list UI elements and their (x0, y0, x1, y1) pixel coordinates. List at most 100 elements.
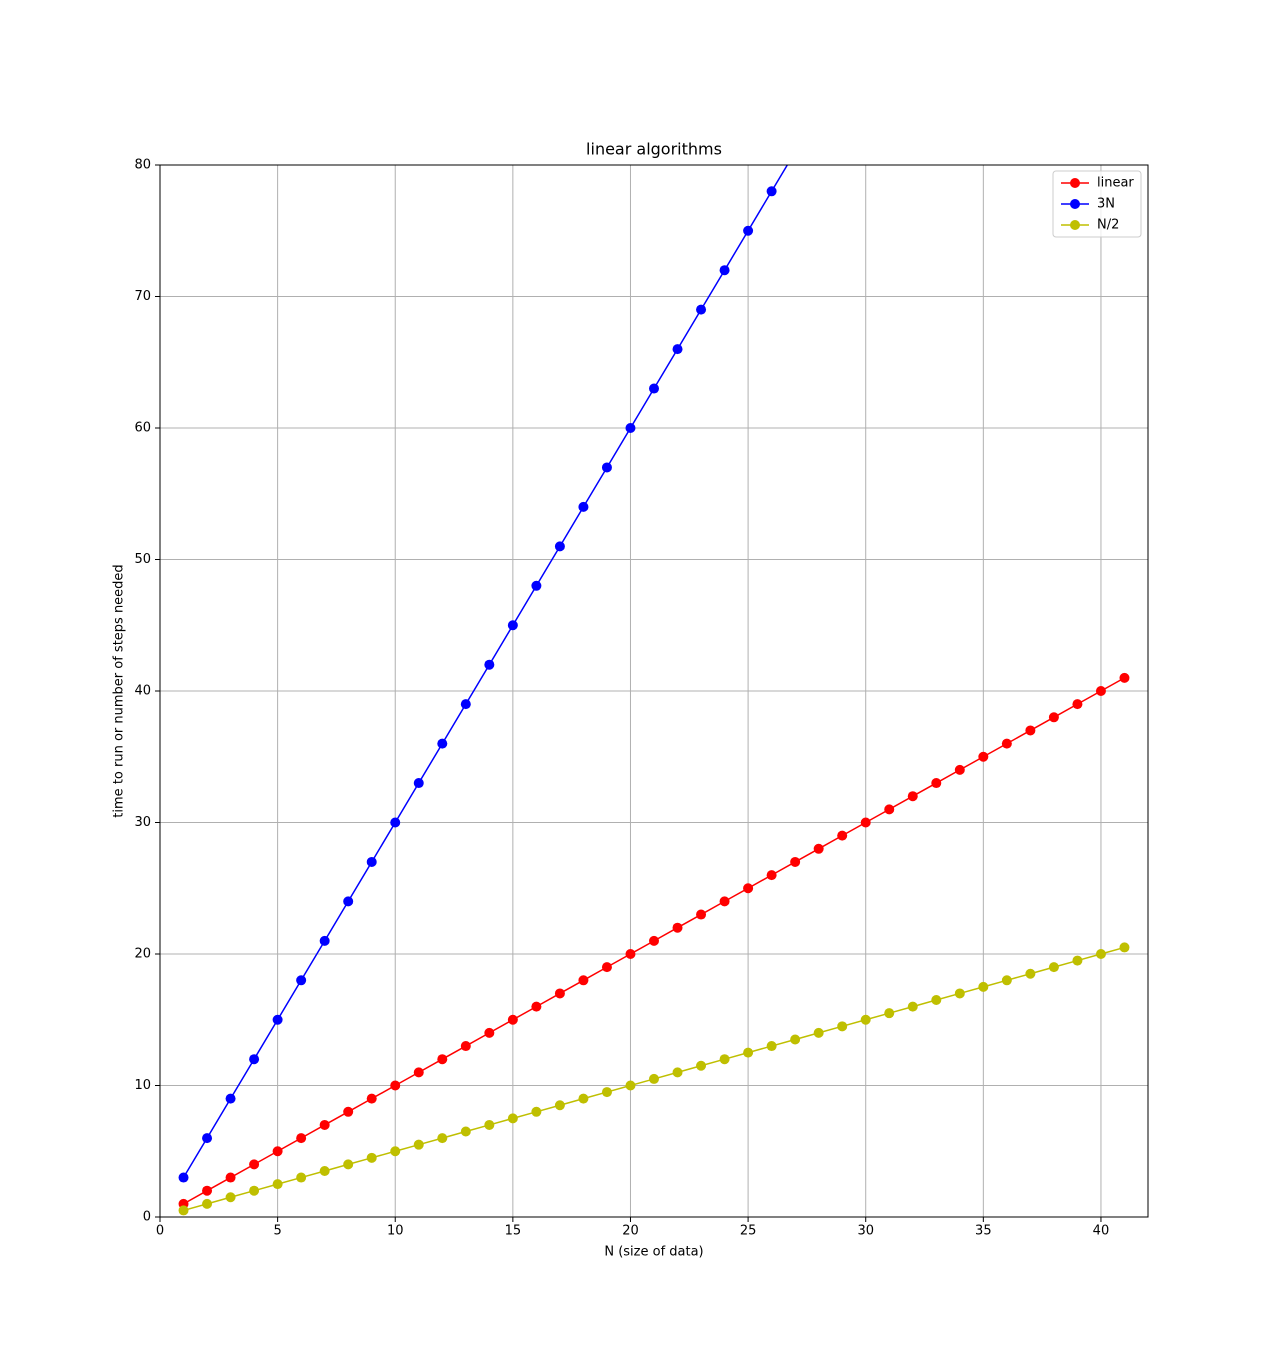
y-tick-label: 30 (134, 815, 151, 830)
marker (1119, 942, 1130, 953)
marker (225, 1192, 236, 1203)
marker (601, 1087, 612, 1098)
marker (1072, 955, 1083, 966)
marker (272, 1014, 283, 1025)
marker (625, 423, 636, 433)
marker (907, 791, 918, 802)
marker (790, 856, 801, 867)
marker (578, 975, 589, 986)
plot-area (178, 165, 1130, 1216)
marker (837, 1021, 848, 1032)
marker (531, 1001, 542, 1012)
marker (484, 659, 495, 670)
marker (978, 981, 989, 992)
marker (178, 1172, 189, 1183)
y-tick-label: 50 (134, 552, 151, 567)
y-tick-label: 0 (143, 1210, 151, 1225)
marker (319, 1119, 330, 1130)
marker (178, 1205, 189, 1216)
y-tick-label: 60 (134, 421, 151, 436)
marker (225, 1093, 236, 1104)
marker (319, 1165, 330, 1176)
y-tick-label: 70 (134, 289, 151, 304)
legend-label: linear (1097, 176, 1134, 191)
legend-marker (1070, 178, 1080, 188)
marker (649, 935, 659, 946)
marker (460, 1126, 471, 1137)
marker (507, 1113, 518, 1124)
marker (696, 304, 707, 315)
x-tick-label: 0 (156, 1224, 164, 1239)
x-tick-label: 20 (622, 1224, 639, 1239)
marker (554, 988, 565, 999)
marker (649, 383, 659, 394)
marker (437, 1054, 448, 1065)
marker (366, 1093, 377, 1104)
y-tick-label: 80 (134, 158, 151, 173)
marker (249, 1159, 260, 1170)
marker (531, 1106, 542, 1117)
marker (837, 830, 848, 841)
marker (296, 975, 307, 986)
marker (202, 1133, 213, 1144)
axes: 0 5 10 15 20 25 30 35 40 0 10 20 30 40 50 60 70 80 (134, 158, 1109, 1239)
marker (390, 817, 401, 828)
x-tick-label: 15 (505, 1224, 522, 1239)
y-tick-label: 20 (134, 947, 151, 962)
marker (766, 186, 777, 197)
marker (437, 738, 448, 749)
marker (507, 620, 518, 631)
marker (978, 751, 989, 762)
marker (931, 995, 942, 1006)
x-tick-label: 40 (1093, 1224, 1110, 1239)
marker (601, 462, 612, 473)
marker (954, 988, 965, 999)
x-tick-label: 30 (857, 1224, 874, 1239)
marker (507, 1014, 518, 1025)
marker (390, 1080, 401, 1091)
marker (202, 1198, 213, 1209)
legend-label: 3N (1097, 197, 1115, 212)
marker (672, 1067, 683, 1078)
marker (554, 541, 565, 552)
legend-label: N/2 (1097, 218, 1119, 233)
y-axis-label: time to run or number of steps needed (112, 564, 127, 817)
marker (460, 1041, 471, 1052)
x-tick-label: 35 (975, 1224, 992, 1239)
marker (437, 1133, 448, 1144)
marker (719, 265, 730, 276)
x-axis-label: N (size of data) (604, 1245, 703, 1260)
marker (696, 909, 707, 920)
marker (249, 1054, 260, 1065)
marker (1025, 725, 1036, 736)
legend: linear 3N N/2 (1052, 170, 1142, 238)
marker (1048, 962, 1059, 973)
marker (484, 1027, 495, 1038)
marker (343, 1106, 354, 1117)
marker (601, 962, 612, 973)
x-tick-label: 25 (740, 1224, 757, 1239)
marker (390, 1146, 401, 1157)
marker (343, 1159, 354, 1170)
marker (1001, 738, 1012, 749)
marker (954, 764, 965, 775)
marker (672, 344, 683, 355)
marker (766, 1041, 777, 1052)
marker (696, 1060, 707, 1071)
x-tick-label: 5 (273, 1224, 281, 1239)
marker (884, 1008, 895, 1019)
legend-marker (1070, 199, 1080, 209)
marker (272, 1146, 283, 1157)
y-tick-label: 40 (134, 684, 151, 699)
marker (766, 870, 777, 881)
marker (672, 922, 683, 933)
marker (1001, 975, 1012, 986)
marker (366, 1152, 377, 1163)
marker (813, 843, 824, 854)
marker (884, 804, 895, 815)
marker (860, 817, 871, 828)
marker (907, 1001, 918, 1012)
marker (1072, 699, 1083, 710)
marker (1095, 949, 1106, 959)
marker (413, 778, 424, 789)
